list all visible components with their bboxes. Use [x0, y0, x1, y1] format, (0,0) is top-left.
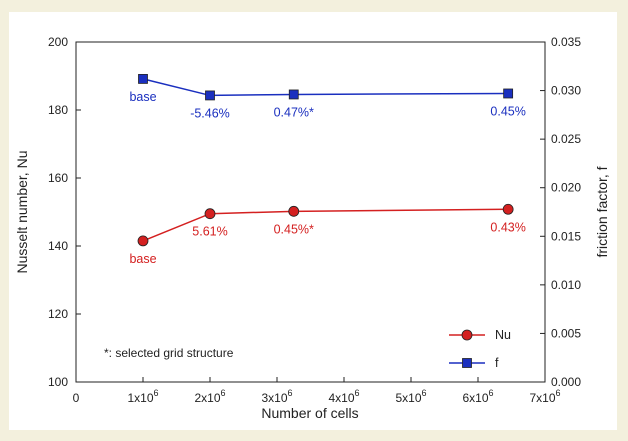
data-label-nu: 5.61% [192, 225, 227, 239]
left-y-tick-label: 160 [48, 171, 68, 185]
x-tick-label: 3x106 [261, 388, 292, 405]
left-y-tick-label: 100 [48, 375, 68, 389]
data-point-f [503, 88, 514, 99]
data-label-f: base [129, 90, 156, 104]
grid-selection-note: *: selected grid structure [104, 346, 234, 360]
data-label-nu: 0.43% [490, 220, 525, 234]
data-point-f [288, 89, 299, 100]
x-axis-ticks: 0 1x106 2x106 3x106 4x106 5x106 6x106 7x106 [73, 377, 561, 405]
data-label-nu: base [129, 252, 156, 266]
left-y-axis-ticks: 100 120 140 160 180 200 [48, 35, 81, 389]
x-tick-label: 1x106 [127, 388, 158, 405]
chart-panel: 0 1x106 2x106 3x106 4x106 5x106 6x106 7x106 100… [9, 12, 617, 430]
x-axis-title: Number of cells [261, 405, 358, 421]
legend-label-nu: Nu [495, 328, 511, 342]
right-y-tick-label: 0.000 [551, 375, 581, 389]
left-y-tick-label: 140 [48, 239, 68, 253]
right-y-tick-label: 0.025 [551, 132, 581, 146]
data-label-f: -5.46% [190, 106, 230, 120]
series-line-nu [142, 208, 509, 242]
series-line-f [142, 78, 509, 97]
left-y-tick-label: 200 [48, 35, 68, 49]
right-y-tick-label: 0.035 [551, 35, 581, 49]
x-tick-label: 6x106 [462, 388, 493, 405]
data-label-f: 0.47%* [274, 105, 314, 119]
right-y-tick-label: 0.030 [551, 84, 581, 98]
x-tick-label: 2x106 [194, 388, 225, 405]
left-y-axis-title: Nusselt number, Nu [14, 151, 30, 274]
data-point-f [138, 74, 148, 84]
plot-area [75, 41, 546, 383]
data-point-nu [288, 205, 300, 217]
right-y-tick-label: 0.010 [551, 278, 581, 292]
data-point-nu [137, 235, 149, 247]
right-y-tick-label: 0.005 [551, 326, 581, 340]
series-layer: base 5.61% 0.45%* 0.43% base -5.46% 0.47%* 0.45… [129, 74, 526, 266]
left-y-tick-label: 180 [48, 103, 68, 117]
x-tick-label: 0 [73, 391, 80, 405]
data-label-nu: 0.45%* [274, 222, 314, 236]
data-point-nu [204, 208, 216, 220]
x-tick-label: 7x106 [529, 388, 560, 405]
left-y-tick-label: 120 [48, 307, 68, 321]
data-label-f: 0.45% [490, 104, 525, 118]
right-y-tick-label: 0.020 [551, 181, 581, 195]
data-point-f [205, 90, 215, 101]
right-y-axis-title: friction factor, f [594, 166, 610, 257]
legend: Nu f [449, 328, 511, 370]
right-y-tick-label: 0.015 [551, 229, 581, 243]
legend-label-f: f [495, 356, 499, 370]
nusselt-friction-chart: 0 1x106 2x106 3x106 4x106 5x106 6x106 7x106 100… [14, 35, 610, 421]
legend-marker-nu [461, 329, 473, 341]
data-point-nu [502, 203, 514, 215]
right-y-axis-ticks: 0.000 0.005 0.010 0.015 0.020 0.025 0.030 0.035 [540, 35, 581, 389]
legend-marker-f [462, 358, 472, 368]
x-tick-label: 5x106 [395, 388, 426, 405]
x-tick-label: 4x106 [328, 388, 359, 405]
